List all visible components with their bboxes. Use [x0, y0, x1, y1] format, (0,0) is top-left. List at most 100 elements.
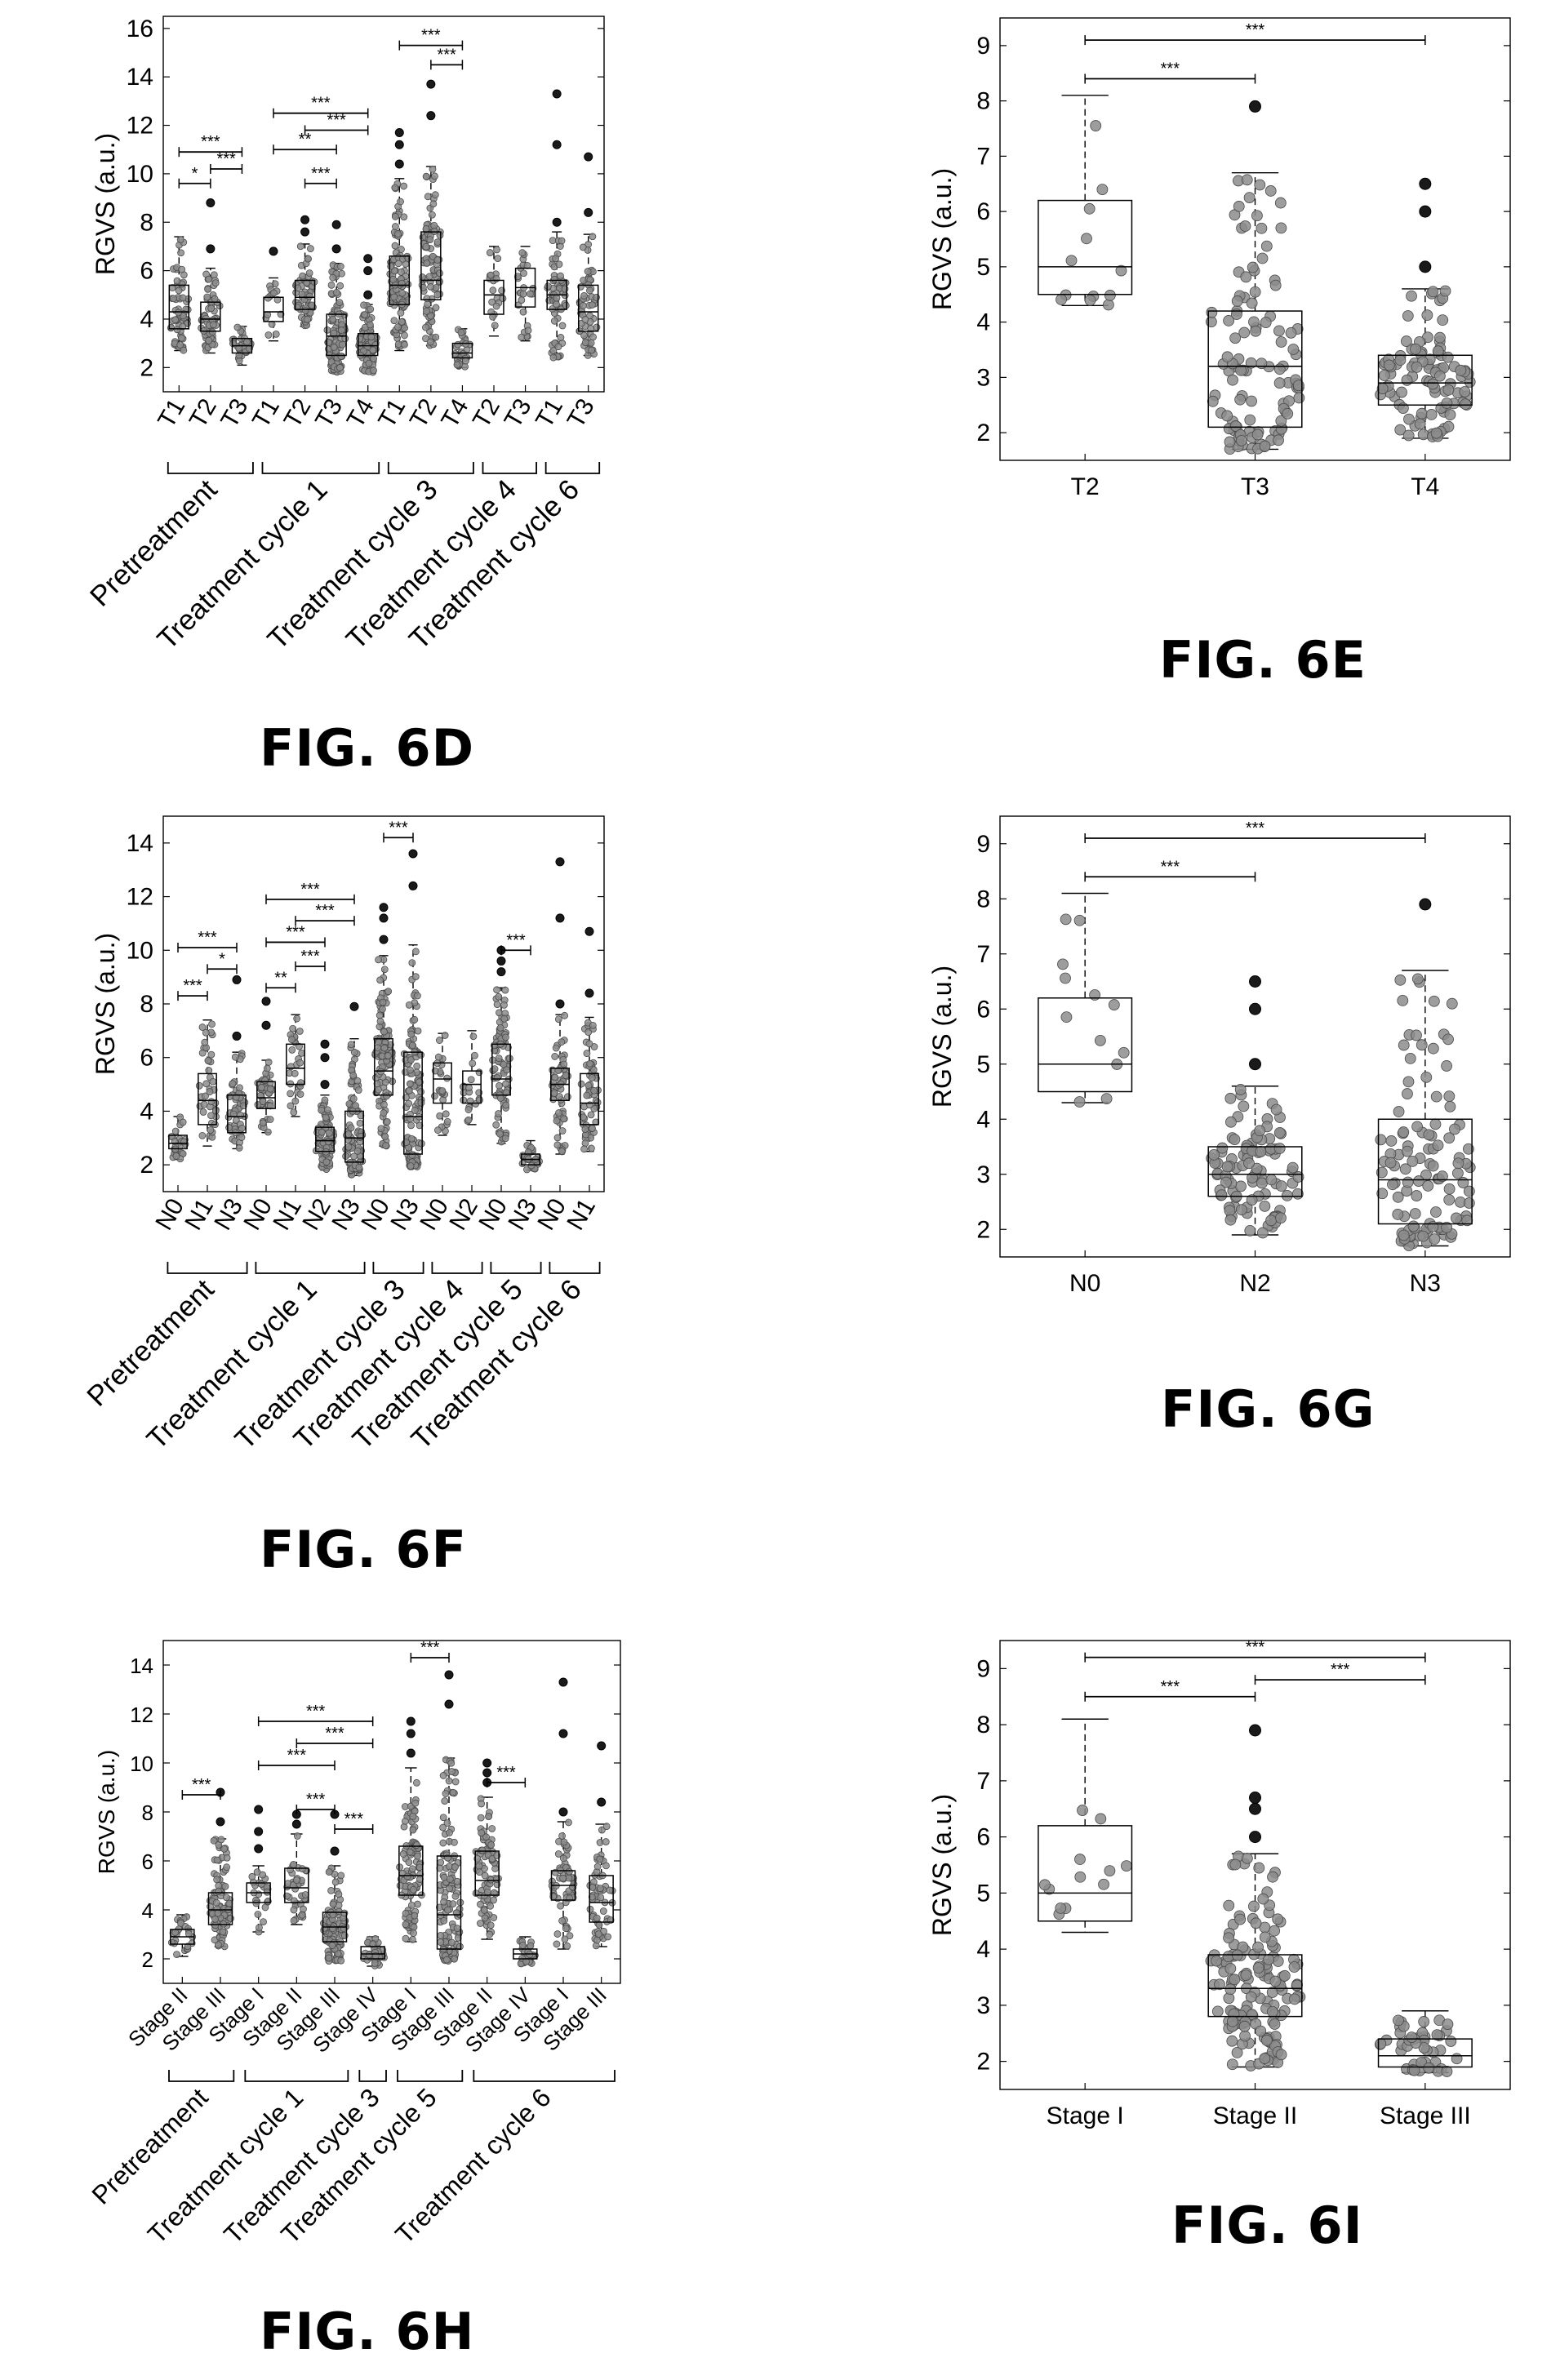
data-point — [597, 1894, 605, 1902]
data-point — [581, 1139, 589, 1148]
data-point — [560, 1854, 567, 1863]
data-point — [1273, 434, 1284, 446]
data-point — [1400, 335, 1412, 347]
data-point — [350, 1152, 358, 1161]
data-point — [1245, 357, 1257, 369]
data-point — [1441, 397, 1453, 409]
data-point — [1293, 392, 1305, 404]
y-tick-label: 14 — [130, 1654, 153, 1678]
data-point — [550, 317, 558, 325]
data-point — [259, 1871, 267, 1879]
data-point — [1089, 989, 1101, 1001]
data-point — [390, 267, 398, 275]
outlier-point — [1249, 1802, 1261, 1815]
data-point — [391, 184, 399, 192]
data-point — [1394, 424, 1407, 436]
data-point — [402, 1920, 410, 1929]
data-point — [211, 295, 219, 303]
data-point — [464, 1106, 473, 1113]
y-tick-label: 6 — [140, 258, 153, 285]
y-axis-label: RGVS (a.u.) — [91, 133, 120, 275]
y-tick-label: 9 — [976, 1655, 990, 1682]
data-point — [1205, 316, 1217, 328]
data-point — [1102, 299, 1114, 311]
data-point — [492, 275, 500, 282]
data-point — [549, 353, 558, 362]
data-point — [1244, 1224, 1256, 1237]
data-point — [1260, 317, 1272, 328]
data-point — [449, 1900, 457, 1908]
significance-label: *** — [389, 819, 408, 837]
data-point — [296, 1028, 304, 1035]
outlier-point — [426, 79, 436, 89]
data-point — [486, 249, 494, 256]
data-point — [493, 1074, 501, 1082]
y-tick-label: 3 — [976, 1161, 990, 1188]
data-point — [1234, 1084, 1247, 1095]
data-point — [355, 1163, 363, 1171]
data-point — [1264, 185, 1277, 197]
data-point — [1398, 1229, 1410, 1241]
significance-label: *** — [1246, 1639, 1265, 1657]
data-point — [588, 1074, 596, 1081]
data-point — [554, 1015, 562, 1023]
data-point — [1449, 1123, 1460, 1135]
outlier-point — [216, 1817, 225, 1827]
data-point — [416, 1121, 424, 1130]
data-point — [1402, 310, 1414, 322]
box-t3 — [1205, 100, 1305, 455]
data-point — [558, 237, 566, 245]
data-point — [1446, 997, 1458, 1010]
significance-label: *** — [344, 1810, 364, 1828]
data-point — [1432, 1139, 1444, 1152]
data-point — [408, 1865, 416, 1873]
significance-label: *** — [192, 1776, 211, 1794]
box-t3 — [323, 220, 349, 376]
x-tick-label: Stage II — [1213, 2102, 1297, 2129]
data-point — [1229, 420, 1242, 432]
data-point — [1239, 2030, 1251, 2042]
data-point — [238, 1134, 246, 1141]
box-stage-ii — [472, 1758, 502, 1940]
data-point — [589, 1021, 597, 1029]
data-point — [444, 1906, 451, 1914]
box-t1 — [167, 236, 193, 354]
group-bracket — [490, 1262, 542, 1274]
data-point — [436, 231, 444, 239]
data-point — [330, 344, 338, 351]
outlier-point — [496, 956, 506, 966]
box-stage-iii — [1374, 2010, 1473, 2077]
significance-label: *** — [420, 1639, 440, 1657]
data-point — [565, 1874, 573, 1882]
x-tick-label: N2 — [1239, 1270, 1270, 1297]
data-point — [1229, 1858, 1242, 1871]
data-point — [433, 238, 442, 246]
outlier-point — [300, 215, 310, 224]
outlier-point — [363, 266, 373, 276]
data-point — [396, 1881, 404, 1889]
data-point — [383, 1118, 391, 1126]
data-point — [402, 1139, 411, 1146]
data-point — [1211, 2005, 1224, 2018]
data-point — [297, 1079, 304, 1087]
data-point — [213, 1856, 221, 1864]
data-point — [290, 1906, 298, 1914]
data-point — [1385, 1135, 1398, 1147]
data-point — [523, 1166, 531, 1174]
data-point — [397, 198, 404, 206]
data-point — [198, 1023, 207, 1031]
y-tick-label: 9 — [976, 831, 990, 858]
data-point — [1434, 331, 1446, 344]
chart-fig-6g: 2 3 4 5 6 7 8 9 RGVS (a.u.) *** *** N0 N2 N3 — [898, 796, 1535, 1334]
outlier-point — [496, 967, 506, 977]
data-point — [434, 1053, 442, 1061]
data-point — [305, 292, 313, 300]
data-point — [500, 1015, 509, 1023]
outlier-point — [1249, 1831, 1261, 1844]
data-point — [398, 289, 407, 297]
data-point — [439, 1772, 447, 1779]
data-point — [1094, 1034, 1106, 1046]
data-point — [462, 340, 470, 348]
data-point — [380, 1109, 388, 1117]
data-point — [440, 1873, 448, 1881]
